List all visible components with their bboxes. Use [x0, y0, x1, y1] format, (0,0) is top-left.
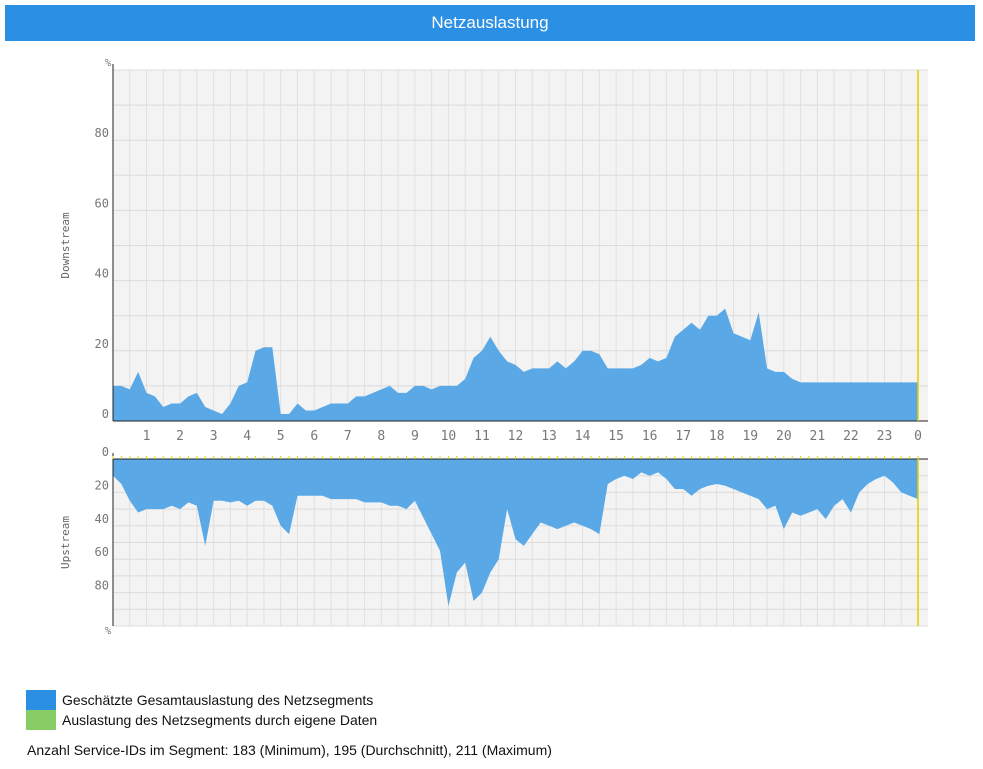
upstream-unit-label: %: [105, 626, 111, 637]
x-tick-label: 19: [742, 429, 758, 444]
x-tick-label: 16: [642, 429, 658, 444]
legend-label-total: Geschätzte Gesamtauslastung des Netzsegm…: [62, 692, 374, 708]
service-id-info: Anzahl Service-IDs im Segment: 183 (Mini…: [27, 742, 552, 758]
x-tick-label: 8: [377, 429, 385, 444]
x-tick-label: 1: [143, 429, 151, 444]
legend-swatch-total: [26, 690, 56, 710]
upstream-ytick-label: 60: [95, 545, 109, 559]
upstream-ytick-label: 0: [102, 445, 109, 459]
upstream-ytick-label: 20: [95, 478, 109, 492]
x-tick-label: 0: [914, 429, 922, 444]
legend-label-own: Auslastung des Netzsegments durch eigene…: [62, 712, 378, 728]
downstream-axis-title: Downstream: [59, 212, 72, 279]
x-tick-label: 22: [843, 429, 859, 444]
x-tick-label: 13: [541, 429, 557, 444]
x-tick-label: 18: [709, 429, 725, 444]
downstream-ytick-label: 40: [95, 267, 109, 281]
x-tick-label: 17: [675, 429, 691, 444]
upstream-area: [113, 459, 918, 606]
x-tick-label: 12: [508, 429, 524, 444]
x-tick-label: 11: [474, 429, 490, 444]
x-tick-label: 7: [344, 429, 352, 444]
downstream-ytick-label: 20: [95, 337, 109, 351]
upstream-ytick-label: 80: [95, 579, 109, 593]
x-tick-label: 15: [608, 429, 624, 444]
x-tick-label: 5: [277, 429, 285, 444]
x-tick-label: 21: [810, 429, 826, 444]
upstream-ytick-label: 40: [95, 512, 109, 526]
x-tick-label: 14: [575, 429, 591, 444]
downstream-area: [113, 308, 918, 421]
legend-item-total: Geschätzte Gesamtauslastung des Netzsegm…: [26, 690, 377, 710]
x-tick-label: 2: [176, 429, 184, 444]
x-tick-label: 9: [411, 429, 419, 444]
legend: Geschätzte Gesamtauslastung des Netzsegm…: [26, 690, 377, 730]
page-title: Netzauslastung: [5, 5, 975, 41]
x-tick-label: 23: [877, 429, 893, 444]
x-tick-label: 6: [310, 429, 318, 444]
x-tick-label: 20: [776, 429, 792, 444]
downstream-panel: 0 20 40 60 80% Downstream: [59, 58, 928, 422]
x-tick-label: 3: [210, 429, 218, 444]
x-tick-label: 4: [243, 429, 251, 444]
legend-item-own: Auslastung des Netzsegments durch eigene…: [26, 710, 377, 730]
legend-swatch-own: [26, 710, 56, 730]
downstream-unit-label: %: [105, 58, 111, 69]
downstream-ytick-label: 0: [102, 407, 109, 421]
upstream-panel: 0 20 40 60 80% Upstream: [59, 445, 928, 637]
downstream-ytick-label: 80: [95, 126, 109, 140]
upstream-axis-title: Upstream: [59, 516, 72, 569]
downstream-ytick-label: 60: [95, 196, 109, 210]
x-tick-label: 10: [441, 429, 457, 444]
